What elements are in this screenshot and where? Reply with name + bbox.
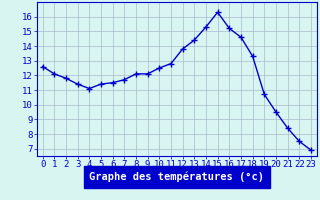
X-axis label: Graphe des températures (°c): Graphe des températures (°c)	[89, 172, 264, 182]
